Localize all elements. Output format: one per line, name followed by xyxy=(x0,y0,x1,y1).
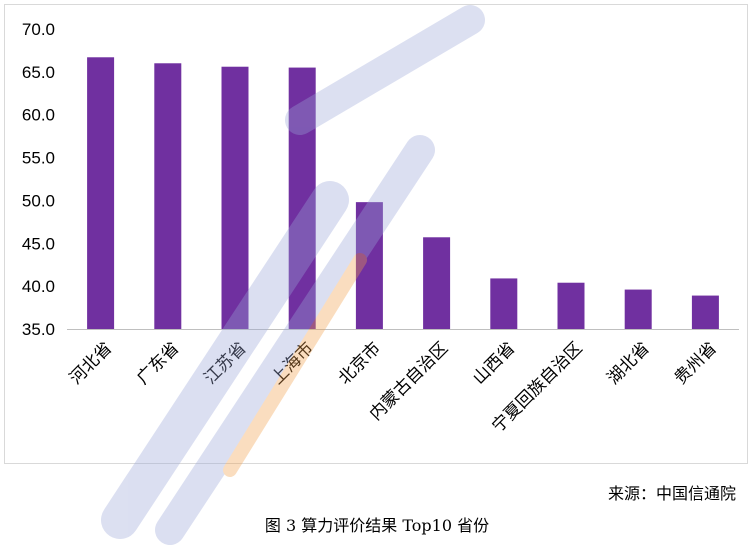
bar xyxy=(423,237,451,329)
y-axis: 70.0 65.0 60.0 55.0 50.0 45.0 40.0 35.0 xyxy=(22,20,55,339)
bar xyxy=(490,278,518,329)
bar xyxy=(154,63,182,330)
x-category-label: 河北省 xyxy=(66,338,116,388)
x-category-label: 湖北省 xyxy=(604,338,654,388)
bar xyxy=(87,57,115,330)
bar xyxy=(288,67,316,330)
y-tick-label: 50.0 xyxy=(22,191,55,210)
x-category-label: 上海市 xyxy=(268,338,318,388)
figure-caption: 图 3 算力评价结果 Top10 省份 xyxy=(264,516,490,535)
y-tick-label: 45.0 xyxy=(22,234,55,253)
bar-chart: 70.0 65.0 60.0 55.0 50.0 45.0 40.0 35.0 河北省 广东省江… xyxy=(22,20,739,437)
source-note: 来源：中国信通院 xyxy=(607,484,736,503)
x-category-label: 广东省 xyxy=(133,338,183,388)
bars xyxy=(87,57,719,330)
bar xyxy=(557,282,585,329)
x-category-label: 贵州省 xyxy=(671,338,721,388)
bar xyxy=(624,289,652,329)
chart-frame: 70.0 65.0 60.0 55.0 50.0 45.0 40.0 35.0 河北省 广东省江… xyxy=(4,4,748,464)
y-tick-label: 60.0 xyxy=(22,106,55,125)
y-tick-label: 40.0 xyxy=(22,277,55,296)
bar xyxy=(691,295,719,329)
y-tick-label: 70.0 xyxy=(22,20,55,39)
x-category-label: 北京市 xyxy=(335,338,385,388)
y-tick-label: 55.0 xyxy=(22,149,55,168)
bar xyxy=(221,66,249,329)
bar xyxy=(355,202,383,329)
x-category-label: 江苏省 xyxy=(200,338,250,388)
y-tick-label: 35.0 xyxy=(22,320,55,339)
x-category-label: 山西省 xyxy=(469,338,519,388)
y-tick-label: 65.0 xyxy=(22,63,55,82)
